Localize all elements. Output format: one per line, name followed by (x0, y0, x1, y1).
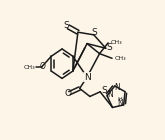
Text: H: H (117, 97, 122, 102)
Text: O: O (65, 89, 72, 98)
Text: S: S (101, 86, 107, 95)
Text: N: N (114, 83, 120, 92)
Text: CH₃: CH₃ (24, 65, 35, 70)
Text: CH₃: CH₃ (114, 56, 126, 61)
Text: S: S (64, 21, 69, 30)
Text: O: O (39, 62, 45, 71)
Text: N: N (107, 90, 113, 99)
Text: N: N (84, 73, 90, 82)
Text: CH₃: CH₃ (110, 40, 122, 45)
Text: S: S (107, 43, 112, 52)
Text: S: S (91, 28, 97, 37)
Text: N: N (117, 100, 123, 108)
